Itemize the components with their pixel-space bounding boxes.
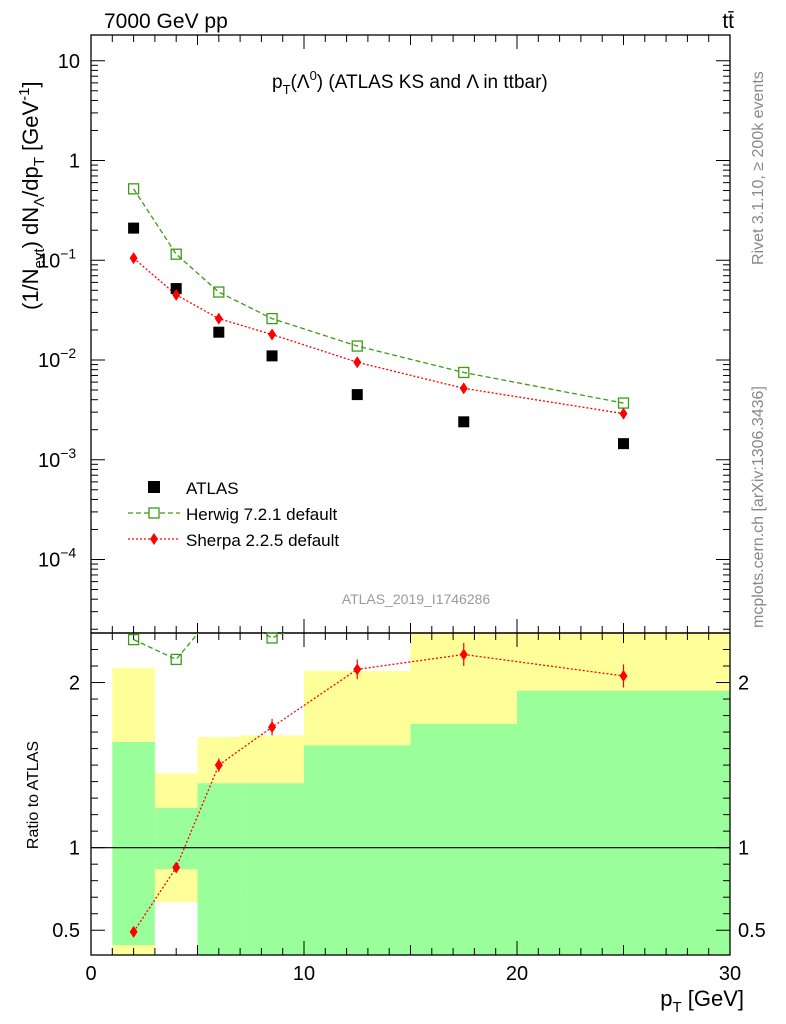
legend-atlas-label: ATLAS <box>186 479 239 498</box>
legend-atlas-marker <box>148 481 160 493</box>
atlas-point-0 <box>128 222 140 234</box>
sherpa-point-2 <box>214 312 223 325</box>
ytick-exp-3: −2 <box>60 345 76 361</box>
x-tick-label-3: 30 <box>719 963 741 985</box>
ratio-sherpa-point-5 <box>459 648 468 661</box>
atlas-point-3 <box>266 350 278 362</box>
yellow-lower-band-1 <box>154 869 198 903</box>
herwig-point-4 <box>351 340 363 352</box>
xlabel-p: p <box>660 986 672 1011</box>
atlas-point-5 <box>458 416 470 428</box>
ylabel-c: /dp <box>18 166 43 197</box>
sherpa-point-1 <box>172 288 181 301</box>
main-ytick-label-2: 10−1 <box>38 245 76 272</box>
ratio-ylabel: Ratio to ATLAS <box>25 741 42 849</box>
legend-sherpa-marker <box>150 533 158 545</box>
ylabel-e: ] <box>18 81 43 87</box>
main-ytick-label-4: 10−3 <box>38 445 76 472</box>
xlabel-unit: [GeV] <box>682 986 744 1011</box>
rivet-label: Rivet 3.1.10, ≥ 200k events <box>750 71 767 265</box>
x-axis-label: pT [GeV] <box>660 986 744 1016</box>
sherpa-point-0 <box>129 252 138 265</box>
ytick-exp-5: −4 <box>60 545 76 561</box>
legend-sherpa-label: Sherpa 2.2.5 default <box>186 531 339 550</box>
green-band-2 <box>197 783 241 955</box>
ylabel-evt: evt <box>31 248 48 269</box>
ylabel-b: ) dN <box>18 207 43 249</box>
ratio-herwig-point-0 <box>127 633 140 646</box>
x-tick-label-2: 20 <box>506 963 528 985</box>
ratio-ytick-label-right-2: 2 <box>738 673 749 695</box>
green-band-4 <box>304 745 411 955</box>
sherpa-point-4 <box>353 356 362 369</box>
ytick-base-3: 10 <box>38 350 60 372</box>
ytick-exp-2: −1 <box>60 245 76 261</box>
ratio-ytick-label-right-1: 1 <box>738 838 749 860</box>
ratio-sherpa-point-0 <box>129 925 138 938</box>
ytick-exp-4: −3 <box>60 445 76 461</box>
herwig-line <box>133 188 624 404</box>
sherpa-point-6 <box>619 407 628 420</box>
title-sub-t: T <box>283 82 291 97</box>
main-title: pT(Λ0) (ATLAS KS and Λ in ttbar) <box>272 68 548 97</box>
legend-herwig-marker <box>148 507 160 519</box>
ratio-herwig-point-1 <box>170 653 182 666</box>
sherpa-point-3 <box>268 328 277 341</box>
herwig-point-3 <box>266 312 278 325</box>
ratio-sherpa-point-3 <box>268 721 277 734</box>
ylabel-lam: Λ <box>31 197 48 207</box>
main-ytick-label-0: 10 <box>58 51 80 73</box>
xlabel-t: T <box>672 999 681 1016</box>
atlas-point-1 <box>170 283 182 295</box>
analysis-watermark: ATLAS_2019_I1746286 <box>342 591 491 607</box>
mcplots-label: mcplots.cern.ch [arXiv:1306.3436] <box>750 386 767 628</box>
green-band-0 <box>112 741 155 946</box>
ytick-base-4: 10 <box>38 450 60 472</box>
title-p: p <box>272 72 283 93</box>
ratio-ytick-label-0: 0.5 <box>52 920 80 942</box>
ylabel-m1: -1 <box>16 87 33 100</box>
ratio-herwig-point-3 <box>266 632 278 644</box>
sherpa-point-5 <box>459 382 468 395</box>
ylabel-d: [GeV <box>18 100 43 157</box>
green-band-5 <box>410 723 517 955</box>
title-rest: ) (ATLAS KS and Λ in ttbar) <box>317 72 548 93</box>
title-sup-0: 0 <box>310 68 317 83</box>
herwig-point-2 <box>213 286 225 298</box>
ratio-ytick-label-right-0: 0.5 <box>738 920 766 942</box>
atlas-point-2 <box>213 326 225 338</box>
ratio-sherpa-point-1 <box>172 861 181 874</box>
x-tick-label-0: 0 <box>85 963 96 985</box>
herwig-point-5 <box>458 366 470 379</box>
main-ytick-label-3: 10−2 <box>38 345 76 372</box>
atlas-point-4 <box>351 389 363 401</box>
ylabel-a: (1/N <box>18 268 43 310</box>
herwig-point-1 <box>170 248 182 260</box>
sherpa-line <box>133 257 624 415</box>
header-right: tt̄ <box>722 10 734 33</box>
main-ytick-label-1: 1 <box>69 151 80 173</box>
main-ylabel: (1/Nevt) dNΛ/dpT [GeV-1] <box>16 81 48 310</box>
header-left: 7000 GeV pp <box>104 10 228 33</box>
x-tick-label-1: 10 <box>293 963 315 985</box>
main-ytick-label-5: 10−4 <box>38 545 76 572</box>
ytick-base-2: 10 <box>38 250 60 272</box>
legend-herwig-label: Herwig 7.2.1 default <box>186 505 337 524</box>
ratio-sherpa-point-2 <box>214 759 223 772</box>
ratio-ytick-label-1: 1 <box>69 838 80 860</box>
ratio-sherpa-point-4 <box>353 663 362 676</box>
ratio-ytick-label-2: 2 <box>69 673 80 695</box>
green-band-6 <box>517 690 730 955</box>
title-lambda: (Λ <box>291 72 310 93</box>
ylabel-t: T <box>31 157 48 166</box>
empty-band-1 <box>154 902 198 955</box>
atlas-point-6 <box>618 438 629 450</box>
ytick-base-5: 10 <box>38 550 60 572</box>
green-band-3 <box>240 783 304 955</box>
ratio-sherpa-point-6 <box>619 669 628 682</box>
herwig-point-0 <box>127 183 140 195</box>
